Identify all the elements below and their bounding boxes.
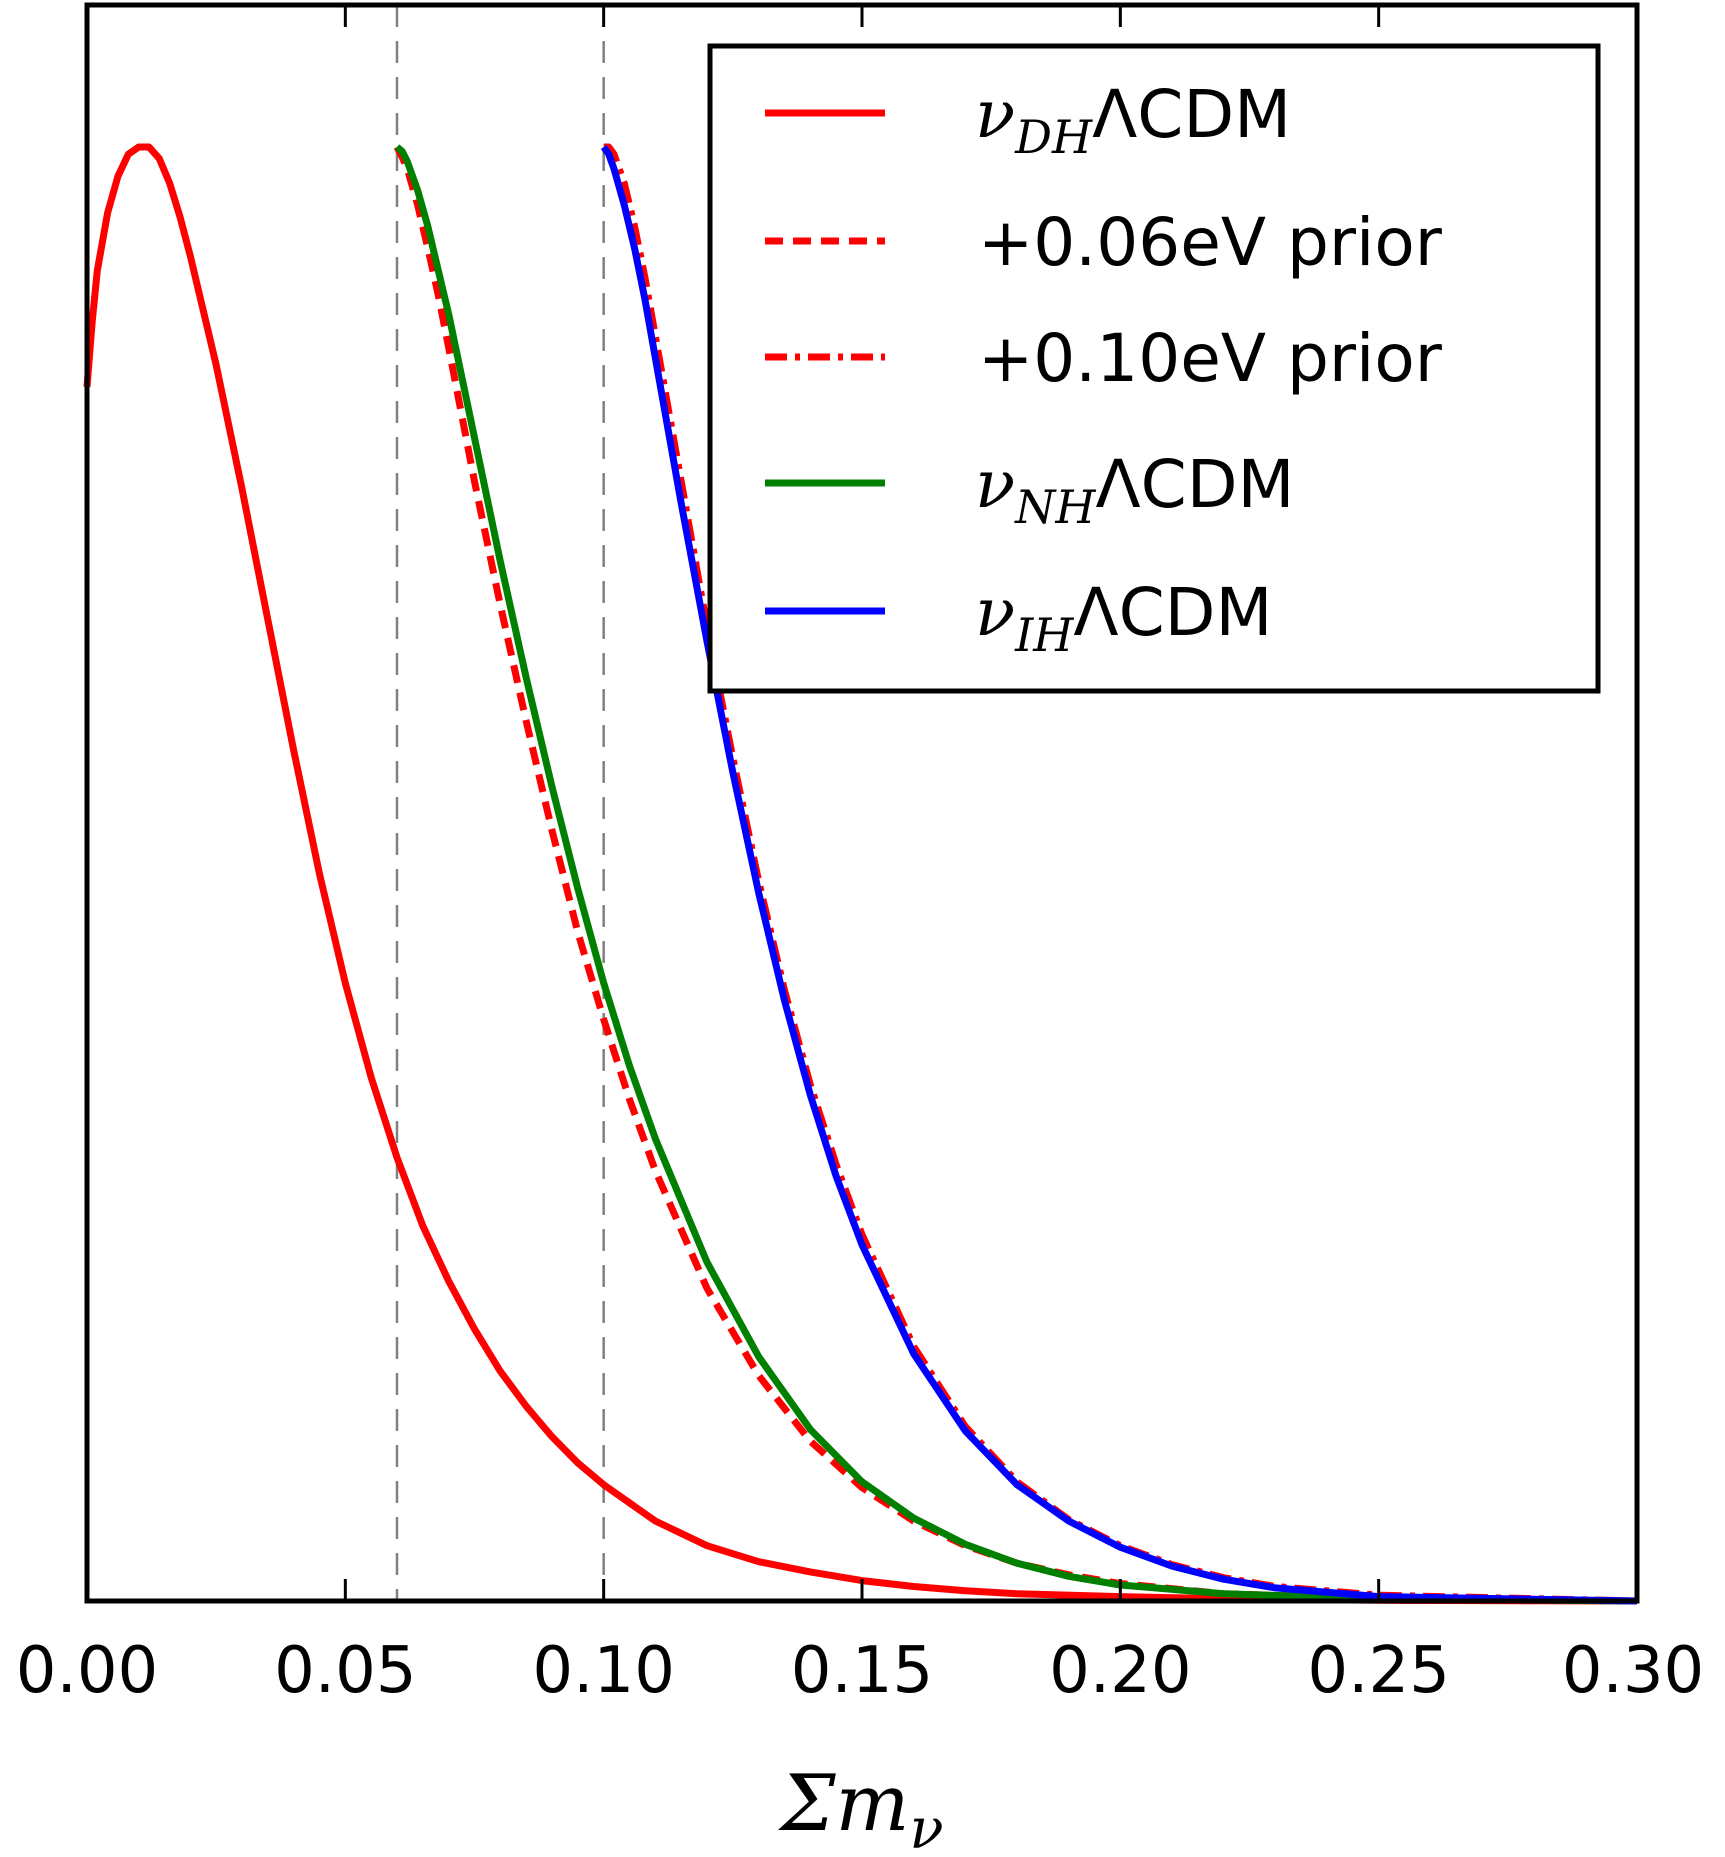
x-axis-label-main: Σm — [777, 1759, 909, 1849]
legend: νDHΛCDM+0.06eV prior+0.10eV priorνNHΛCDM… — [710, 46, 1598, 691]
x-tick-label-6: 0.30 — [1562, 1634, 1705, 1708]
x-tick-label-0: 0.00 — [16, 1634, 159, 1708]
x-tick-label-4: 0.20 — [1049, 1634, 1192, 1708]
legend-label-1: +0.06eV prior — [978, 204, 1443, 281]
x-tick-label-2: 0.10 — [532, 1634, 675, 1708]
x-tick-label-1: 0.05 — [274, 1634, 417, 1708]
x-axis-label-subscript: ν — [910, 1797, 944, 1857]
legend-label-2: +0.10eV prior — [978, 320, 1443, 397]
x-tick-label-5: 0.25 — [1307, 1634, 1450, 1708]
x-tick-label-3: 0.15 — [791, 1634, 934, 1708]
